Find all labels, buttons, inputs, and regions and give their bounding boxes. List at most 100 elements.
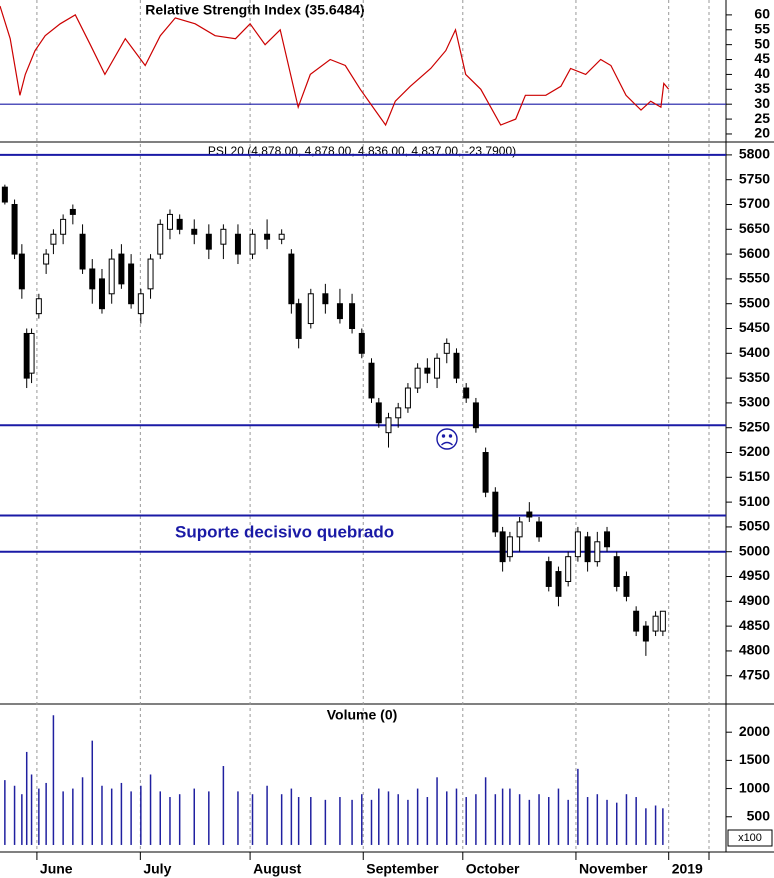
y-tick-label: 4750 [739,666,770,682]
y-tick-label: 5800 [739,146,770,162]
y-tick-label: 4800 [739,642,770,658]
candle-body [526,511,533,518]
x-tick-label: June [40,861,73,877]
candle-body [565,556,572,582]
candle-body [28,332,35,374]
candle-body [414,367,421,389]
candle-body [118,253,125,285]
annotation: Suporte decisivo quebrado [175,522,394,541]
y-tick-label: 60 [754,6,770,22]
candle-body [604,531,611,548]
x-tick-label: August [253,861,302,877]
candle-body [453,352,460,379]
candle-body [166,213,173,230]
volume-title: Volume (0) [327,707,398,723]
candle-body [35,298,42,315]
y-tick-label: 5050 [739,518,770,534]
candle-body [492,491,499,533]
candle-body [322,293,329,305]
candle-body [404,387,411,409]
y-tick-label: 50 [754,35,770,51]
y-tick-label: 5100 [739,493,770,509]
x-tick-label: 2019 [672,861,703,877]
candle-body [358,332,365,354]
candle-body [69,208,76,215]
y-tick-label: 1500 [739,751,770,767]
y-tick-label: 5550 [739,270,770,286]
candle-body [157,223,164,255]
candle-body [633,610,640,632]
y-tick-label: 5500 [739,294,770,310]
candle-body [89,268,96,290]
x-tick-label: September [366,861,439,877]
y-tick-label: 5350 [739,369,770,385]
candle-body [137,293,144,315]
candle-body [623,576,630,597]
candle-body [506,536,513,558]
candle-body [108,258,115,295]
candle-body [545,561,552,587]
y-tick-label: 45 [754,50,770,66]
candle-body [443,342,450,354]
candle-body [220,228,227,245]
candle-body [642,625,649,642]
candle-body [574,531,581,558]
rsi-line [0,5,670,127]
candle-body [434,357,441,379]
candle-body [395,407,402,419]
candle-body [463,387,470,399]
y-tick-label: 5700 [739,195,770,211]
y-tick-label: 5750 [739,170,770,186]
sad-face-icon [436,428,458,450]
candle-body [288,253,295,305]
candle-body [249,233,256,255]
x-tick-label: July [143,861,171,877]
y-tick-label: 5600 [739,245,770,261]
y-tick-label: 35 [754,80,770,96]
candle-body [191,228,198,235]
y-tick-label: 5150 [739,468,770,484]
candle-body [307,293,314,325]
candle-body [264,233,271,240]
x-tick-label: October [466,861,520,877]
candle-body [128,263,135,305]
candle-body [60,218,67,235]
candle-body [368,362,375,399]
candle-body [659,610,666,632]
rsi-title: Relative Strength Index (35.6484) [145,2,364,18]
y-tick-label: 500 [747,807,771,823]
candle-body [472,402,479,429]
candle-body [11,203,18,255]
candle-body [482,452,489,493]
y-tick-label: 4900 [739,592,770,608]
candle-body [98,278,105,310]
candle-body [555,571,562,597]
y-tick-label: 20 [754,125,770,141]
candle-body [79,233,86,270]
y-tick-label: 40 [754,65,770,81]
candle-body [499,531,506,563]
candle-body [205,233,212,250]
unit-box [727,829,773,847]
candle-body [385,417,392,434]
y-tick-label: 5200 [739,443,770,459]
candle-body [23,332,30,379]
y-tick-label: 5000 [739,542,770,558]
y-tick-label: 4850 [739,617,770,633]
candle-body [1,186,8,203]
y-tick-label: 5450 [739,319,770,335]
candle-body [43,253,50,265]
candle-body [336,303,343,320]
candle-body [50,233,57,245]
candle-body [536,521,543,538]
candle-body [424,367,431,374]
candle-body [234,233,241,255]
candle-body [278,233,285,240]
x-tick-label: November [579,861,648,877]
candle-body [375,402,382,424]
y-tick-label: 5650 [739,220,770,236]
y-tick-label: 1000 [739,779,770,795]
